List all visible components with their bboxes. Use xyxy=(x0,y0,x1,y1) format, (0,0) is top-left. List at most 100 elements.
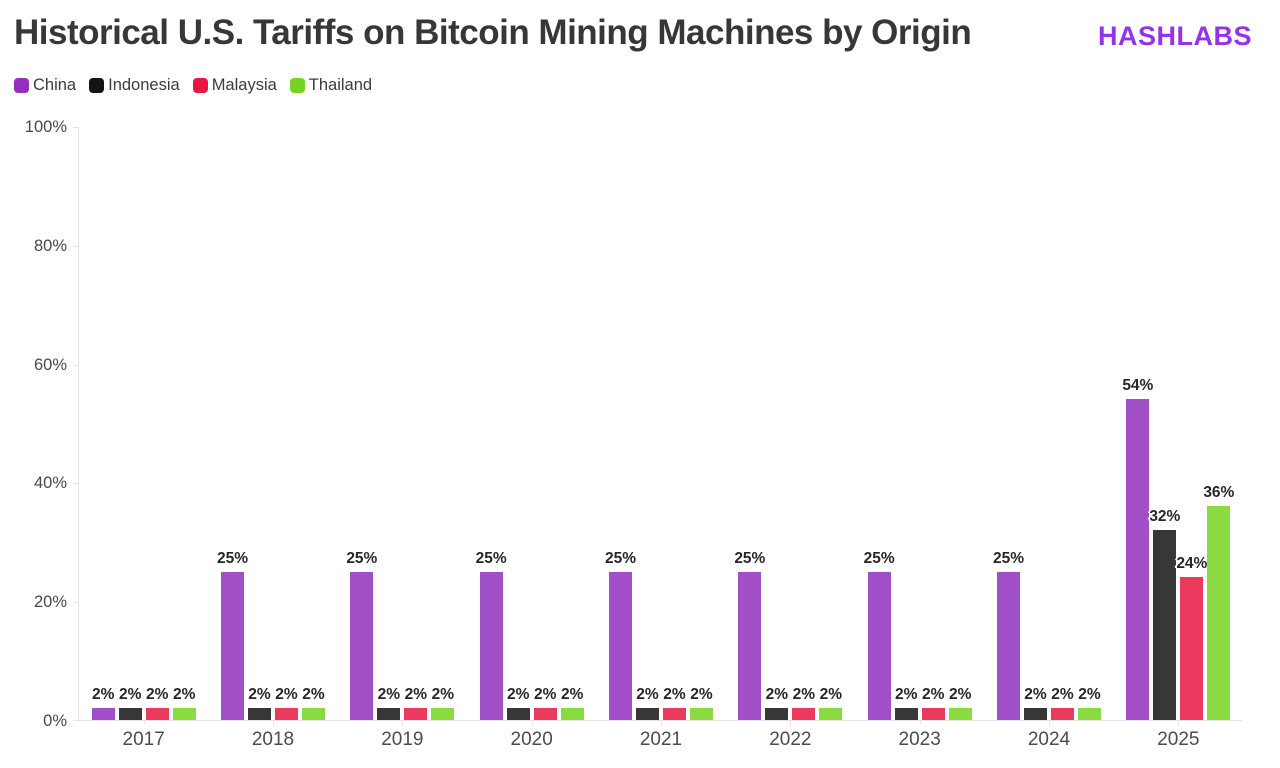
bar-rect-2021-malaysia xyxy=(663,708,686,720)
x-axis-tick-2023 xyxy=(919,720,921,725)
bar-rect-2022-china xyxy=(738,571,762,720)
bar-rect-2023-thailand xyxy=(948,708,972,720)
bar-value-2021-china: 25% xyxy=(604,549,637,567)
bar-rect-2017-indonesia xyxy=(118,708,142,720)
bar-value-2019-thailand: 2% xyxy=(431,686,455,704)
legend-item-indonesia: Indonesia xyxy=(89,76,180,95)
bar-value-2024-thailand: 2% xyxy=(1078,686,1101,704)
legend-item-malaysia: Malaysia xyxy=(192,76,277,95)
bar-group-2022: 25% 2% 2% 2% xyxy=(734,550,843,720)
hashlabs-logo: HASHLABS xyxy=(1097,21,1252,51)
legend: China Indonesia Malaysia Thailand xyxy=(14,76,372,95)
legend-label-thailand: Thailand xyxy=(308,76,373,94)
legend-swatch-malaysia xyxy=(192,78,208,93)
legend-swatch-thailand xyxy=(289,78,305,93)
bar-rect-2022-thailand xyxy=(819,708,843,720)
x-axis-tick-2017 xyxy=(143,720,145,725)
chart-title: Historical U.S. Tariffs on Bitcoin Minin… xyxy=(14,13,972,52)
bar-2017-malaysia: 2% xyxy=(145,686,169,720)
bar-2020-indonesia: 2% xyxy=(506,686,530,720)
bar-rect-2021-indonesia xyxy=(636,708,659,720)
bar-value-2025-china: 54% xyxy=(1122,377,1154,395)
x-axis-tick-2024 xyxy=(1049,720,1050,725)
bar-2025-china: 54% xyxy=(1122,377,1153,720)
bar-value-2022-indonesia: 2% xyxy=(765,686,789,704)
y-axis-label-40: 40% xyxy=(33,474,67,493)
bar-group-2021: 25% 2% 2% 2% xyxy=(605,550,713,720)
bar-2025-malaysia: 24% xyxy=(1176,555,1207,720)
bar-2018-china: 25% xyxy=(217,550,248,720)
bar-rect-2021-china xyxy=(609,571,632,720)
bar-value-2023-china: 25% xyxy=(863,549,895,567)
bar-value-2021-thailand: 2% xyxy=(690,686,713,704)
legend-label-china: China xyxy=(33,76,77,94)
bar-rect-2020-malaysia xyxy=(533,708,557,720)
bar-2025-indonesia: 32% xyxy=(1149,508,1180,720)
bar-value-2024-malaysia: 2% xyxy=(1051,686,1074,704)
y-axis-tick-80 xyxy=(73,245,79,247)
legend-item-china: China xyxy=(14,76,76,95)
bar-rect-2023-malaysia xyxy=(921,708,945,720)
bar-2022-china: 25% xyxy=(734,550,765,720)
x-axis-label-2020: 2020 xyxy=(510,729,553,750)
bar-2020-thailand: 2% xyxy=(560,686,584,720)
bar-2024-china: 25% xyxy=(993,550,1024,720)
bar-rect-2024-indonesia xyxy=(1024,708,1047,720)
bar-2017-indonesia: 2% xyxy=(118,686,142,720)
bar-value-2020-malaysia: 2% xyxy=(533,686,557,704)
x-axis-label-2024: 2024 xyxy=(1027,729,1071,750)
bar-2023-malaysia: 2% xyxy=(921,686,945,720)
bar-rect-2017-malaysia xyxy=(145,708,169,720)
bar-value-2017-indonesia: 2% xyxy=(118,686,142,704)
bar-value-2023-malaysia: 2% xyxy=(921,686,945,704)
bar-2022-thailand: 2% xyxy=(819,686,843,720)
bar-2021-malaysia: 2% xyxy=(663,686,686,720)
x-axis-label-2019: 2019 xyxy=(381,729,424,750)
x-axis-label-2017: 2017 xyxy=(122,729,165,750)
bar-2021-thailand: 2% xyxy=(690,686,713,720)
bar-rect-2025-thailand xyxy=(1207,506,1231,720)
y-axis-tick-20 xyxy=(73,602,79,604)
legend-item-thailand: Thailand xyxy=(289,76,373,95)
bar-rect-2022-malaysia xyxy=(792,708,816,720)
bar-rect-2021-thailand xyxy=(690,708,713,720)
y-axis-label-100: 100% xyxy=(24,118,67,136)
bar-value-2022-china: 25% xyxy=(734,549,766,567)
bar-value-2020-indonesia: 2% xyxy=(506,686,530,704)
bar-group-2023: 25% 2% 2% 2% xyxy=(864,550,972,720)
y-axis-label-60: 60% xyxy=(33,355,67,374)
bar-rect-2025-china xyxy=(1126,399,1150,720)
bar-rect-2024-thailand xyxy=(1078,708,1101,720)
bar-group-2019: 25% 2% 2% 2% xyxy=(346,550,455,720)
x-axis-label-2022: 2022 xyxy=(769,729,812,750)
bar-value-2017-malaysia: 2% xyxy=(145,686,169,704)
bar-value-2024-china: 25% xyxy=(992,549,1025,567)
x-axis-tick-2018 xyxy=(273,720,274,725)
bar-2022-indonesia: 2% xyxy=(765,686,789,720)
bar-group-2025: 54% 32% 24% 36% xyxy=(1122,377,1234,720)
bar-rect-2017-thailand xyxy=(172,708,196,720)
plot-area: 0% 20% 40% 60% 80% 100% 2% 2% 2% 2% 2017 25% 2% 2% 2% 2… xyxy=(25,118,1242,750)
bar-rect-2020-china xyxy=(479,571,503,720)
bar-group-2017: 2% 2% 2% 2% xyxy=(91,686,196,720)
bar-value-2023-indonesia: 2% xyxy=(894,686,918,704)
bar-value-2017-thailand: 2% xyxy=(172,686,196,704)
bar-2023-thailand: 2% xyxy=(948,686,972,720)
bar-2019-china: 25% xyxy=(346,550,377,720)
bar-2024-indonesia: 2% xyxy=(1024,686,1047,720)
bar-2023-indonesia: 2% xyxy=(894,686,918,720)
bar-rect-2023-china xyxy=(867,571,891,720)
bar-group-2024: 25% 2% 2% 2% xyxy=(993,550,1101,720)
bar-rect-2019-indonesia xyxy=(377,708,401,720)
x-axis-tick-2020 xyxy=(531,720,533,725)
legend-label-indonesia: Indonesia xyxy=(108,76,180,94)
x-axis-tick-2019 xyxy=(402,720,404,725)
bar-value-2020-china: 25% xyxy=(475,549,507,567)
bar-value-2019-china: 25% xyxy=(346,549,378,567)
bar-rect-2018-china xyxy=(221,571,244,720)
bar-rect-2019-china xyxy=(350,571,374,720)
bar-rect-2018-indonesia xyxy=(248,708,271,720)
bar-rect-2025-malaysia xyxy=(1180,577,1204,720)
x-axis-label-2023: 2023 xyxy=(898,729,941,750)
bar-2019-indonesia: 2% xyxy=(377,686,401,720)
